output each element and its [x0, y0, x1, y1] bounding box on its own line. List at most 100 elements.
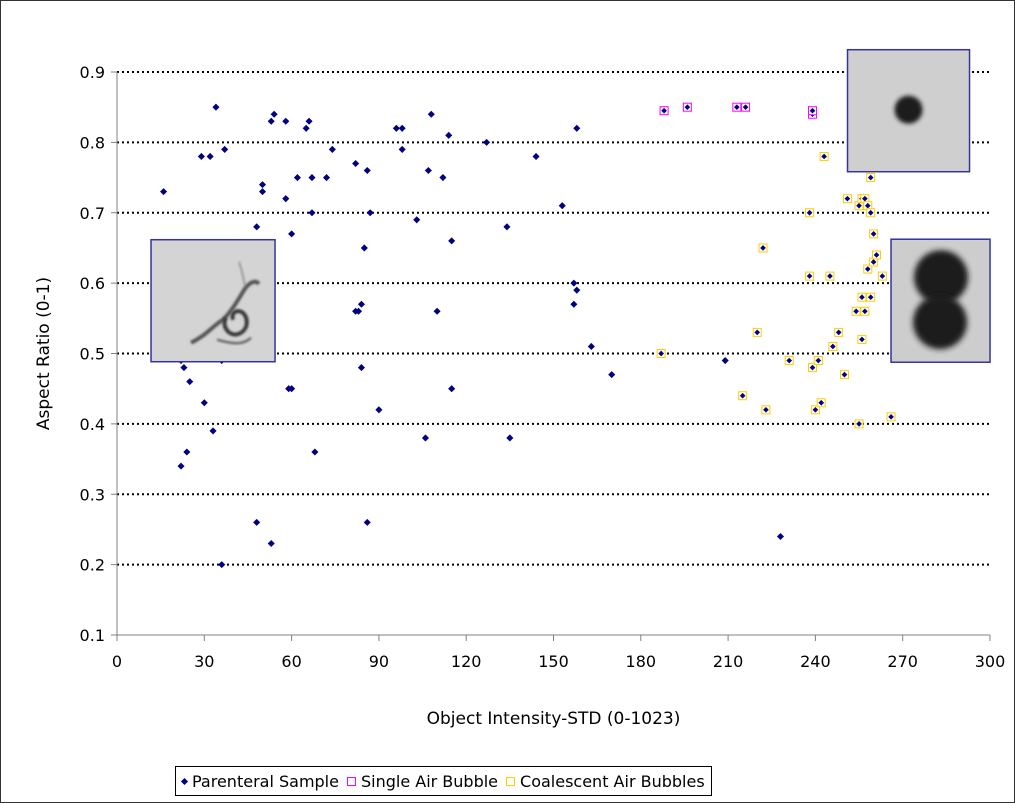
data-point-parenteral: [439, 174, 447, 182]
data-point-parenteral: [177, 462, 185, 470]
data-point-coalescent-center: [862, 195, 868, 202]
x-tick-label: 30: [194, 652, 214, 671]
data-point-coalescent-center: [853, 308, 859, 315]
data-point-parenteral: [363, 166, 371, 175]
y-tick-label: 0.8: [80, 133, 105, 152]
data-point-parenteral: [267, 539, 275, 548]
data-point-parenteral: [258, 181, 267, 189]
data-point-coalescent-center: [844, 195, 851, 202]
data-point-coalescent-center: [809, 364, 816, 371]
data-point-parenteral: [366, 209, 374, 217]
data-point-parenteral: [328, 145, 336, 153]
x-tick-label: 60: [281, 652, 301, 671]
data-point-parenteral: [218, 561, 226, 569]
x-tick-label: 90: [369, 652, 389, 671]
data-point-parenteral: [282, 117, 290, 125]
bubble-lower-icon: [913, 295, 968, 350]
bubble-upper-icon: [914, 250, 969, 305]
inset-bg: [152, 240, 275, 361]
data-point-parenteral: [352, 159, 360, 168]
y-tick-label: 0.9: [80, 63, 105, 82]
particle-fiber: [238, 261, 246, 286]
data-point-parenteral: [200, 399, 208, 407]
data-point-parenteral: [375, 406, 383, 414]
data-point-parenteral: [183, 448, 191, 456]
data-point-parenteral: [288, 385, 296, 393]
bubble-icon: [894, 95, 923, 124]
data-point-coalescent-center: [888, 414, 894, 420]
data-point-single-bubble-center: [684, 104, 691, 111]
data-point-single-bubble-center: [734, 104, 740, 111]
data-point-parenteral: [270, 110, 278, 118]
y-tick-label: 0.4: [80, 415, 105, 434]
data-point-parenteral: [398, 124, 406, 132]
diamond-marker-icon: [180, 777, 189, 785]
data-point-parenteral: [282, 195, 290, 203]
data-point-coalescent-center: [856, 421, 862, 427]
y-axis-title: Aspect Ratio (0-1): [34, 277, 54, 430]
legend-label-single-bubble: Single Air Bubble: [360, 771, 499, 791]
data-point-parenteral: [587, 342, 595, 350]
single-bubble-image: [846, 48, 971, 173]
data-point-parenteral: [354, 307, 363, 315]
data-point-coalescent-center: [862, 308, 868, 315]
data-point-coalescent-center: [827, 273, 833, 279]
data-point-parenteral: [288, 230, 296, 238]
data-point-coalescent-center: [856, 202, 862, 209]
y-tick-label: 0.6: [80, 274, 105, 293]
data-point-coalescent-center: [739, 392, 746, 399]
inset-images: [150, 48, 991, 363]
particle-strand: [190, 279, 261, 345]
data-point-parenteral: [293, 174, 301, 182]
data-point-parenteral: [357, 364, 365, 372]
data-point-parenteral: [445, 131, 453, 139]
data-point-parenteral: [427, 110, 435, 118]
data-point-coalescent-center: [806, 273, 813, 279]
data-point-parenteral: [573, 286, 581, 294]
data-point-parenteral: [392, 124, 400, 132]
data-point-coalescent-center: [867, 209, 874, 216]
data-point-parenteral: [311, 448, 319, 456]
data-point-parenteral: [433, 307, 441, 315]
x-tick-label: 150: [538, 652, 569, 671]
legend-item-single-bubble: Single Air Bubble: [346, 771, 499, 791]
square-marker-icon: [506, 776, 516, 786]
data-point-coalescent-center: [870, 259, 877, 265]
square-marker-icon: [346, 776, 356, 786]
data-point-parenteral: [197, 152, 205, 160]
y-tick-label: 0.2: [80, 556, 105, 575]
y-tick-label: 0.1: [80, 626, 105, 645]
data-point-parenteral: [558, 202, 566, 210]
data-point-parenteral: [209, 427, 217, 435]
legend-label-parenteral: Parenteral Sample: [192, 771, 339, 791]
data-point-parenteral: [506, 434, 514, 442]
legend-item-parenteral: Parenteral Sample: [180, 771, 339, 791]
data-point-coalescent-center: [859, 336, 865, 343]
data-point-coalescent-center: [835, 329, 842, 336]
y-tick-label: 0.3: [80, 485, 105, 504]
tick-labels: 0.1 0.2 0.3 0.4 0.5 0.6 0.7 0.8 0.9 0 30 60 90 120 150…: [80, 63, 1006, 671]
data-point-parenteral: [258, 188, 267, 196]
x-tick-label: 300: [975, 652, 1006, 671]
particle-tail: [216, 336, 252, 345]
data-point-parenteral: [180, 364, 188, 372]
data-point-parenteral: [570, 279, 578, 287]
y-tick-label: 0.7: [80, 204, 105, 223]
data-point-parenteral: [322, 174, 331, 182]
legend: Parenteral Sample Single Air Bubble Coal…: [175, 766, 712, 796]
data-point-coalescent-center: [815, 357, 822, 364]
data-point-parenteral: [424, 166, 432, 175]
data-point-parenteral: [570, 300, 578, 308]
data-point-parenteral: [532, 152, 540, 160]
data-point-parenteral: [776, 532, 785, 541]
coalescent-bubbles-image: [890, 238, 991, 363]
x-tick-label: 210: [713, 652, 744, 671]
data-point-parenteral: [448, 237, 456, 245]
data-point-coalescent-center: [786, 357, 793, 364]
data-point-coalescent-center: [812, 406, 819, 413]
parenteral-particle-image: [150, 238, 276, 363]
data-point-parenteral: [253, 518, 261, 526]
data-point-coalescent-center: [841, 371, 848, 378]
